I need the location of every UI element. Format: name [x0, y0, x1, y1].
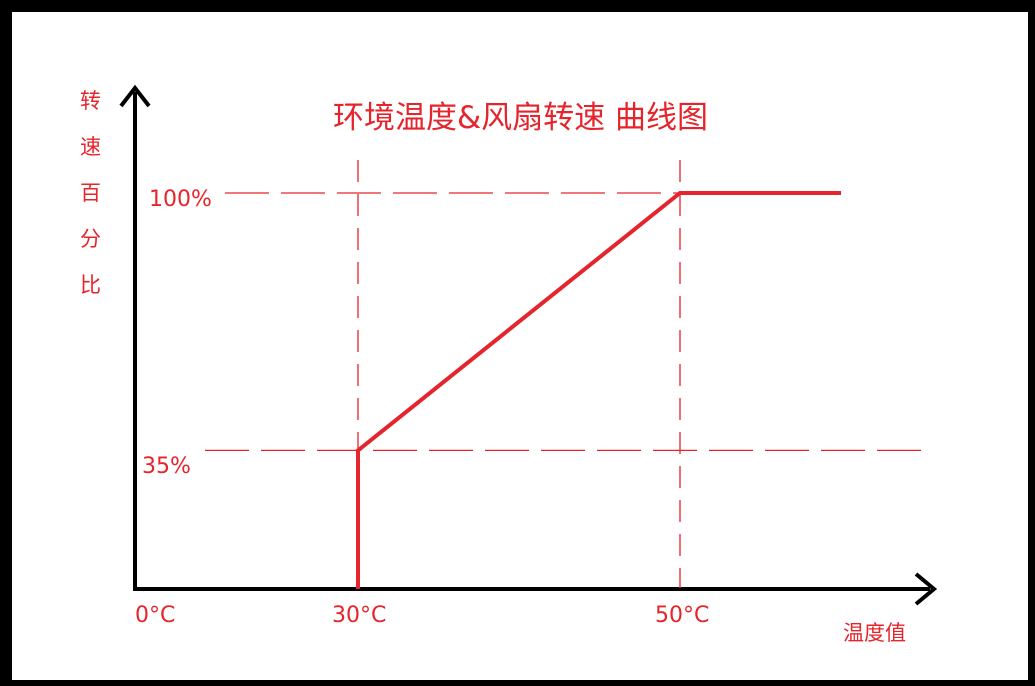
y-axis-label-char-1: 速: [80, 135, 101, 159]
series-line-0: [356, 191, 841, 589]
axes: [119, 84, 938, 606]
x-tick-label-50: 50°C: [655, 603, 709, 628]
y-axis-label-char-2: 百: [80, 181, 101, 205]
y-tick-label-100: 100%: [149, 187, 212, 212]
guide-lines: [205, 160, 925, 588]
y-axis-label-char-3: 分: [80, 227, 101, 251]
series-group: [356, 191, 842, 590]
y-tick-label-35: 35%: [142, 454, 191, 479]
y-axis-label-char-0: 转: [80, 89, 101, 113]
x-axis-arrow: [914, 572, 938, 606]
x-tick-label-0: 0°C: [135, 603, 175, 628]
x-tick-label-30: 30°C: [332, 603, 386, 628]
y-axis-label-char-4: 比: [80, 273, 101, 297]
y-axis-arrow: [119, 84, 151, 108]
x-axis-label: 温度值: [843, 621, 906, 645]
chart-title: 环境温度&风扇转速 曲线图: [333, 100, 708, 136]
